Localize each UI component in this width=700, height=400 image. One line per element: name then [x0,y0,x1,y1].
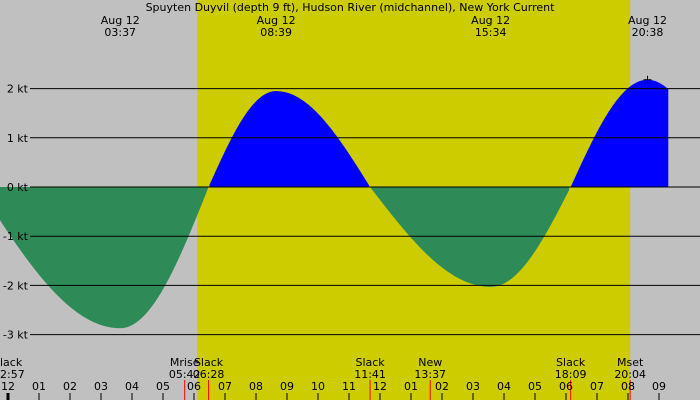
top-time-label: 03:37 [104,26,136,39]
event-name: Mrise [170,356,200,369]
x-hour-label: 10 [311,380,325,393]
y-tick-label: -3 kt [3,329,29,342]
y-tick-label: -2 kt [3,279,29,292]
x-hour-label: 08 [621,380,635,393]
x-hour-label: 03 [94,380,108,393]
x-hour-label: 11 [342,380,356,393]
event-name: Slack [355,356,385,369]
x-hour-label: 02 [435,380,449,393]
ebb-area [370,187,570,287]
event-time: 13:37 [414,368,446,381]
x-hour-label: 06 [187,380,201,393]
event-time: 05:42 [169,368,201,381]
flood-area [570,79,669,187]
top-time-label: 15:34 [475,26,507,39]
ebb-areas [0,187,570,329]
event-time: 06:28 [193,368,225,381]
x-hour-label: 09 [652,380,666,393]
x-hour-label: 03 [466,380,480,393]
event-name: Mset [617,356,644,369]
event-time: 18:09 [555,368,587,381]
x-hour-label: 05 [156,380,170,393]
ebb-area [0,187,208,329]
x-hour-label: 04 [125,380,139,393]
x-hour-label: 06 [559,380,573,393]
y-tick-label: -1 kt [3,230,29,243]
y-axis-labels: 2 kt 1 kt 0 kt -1 kt -2 kt -3 kt [3,83,29,342]
x-hour-ticks: 12 01 02 03 04 05 06 07 08 09 10 11 12 01 02 03 04 05 06 07… [1,380,666,400]
flood-area [209,91,370,187]
event-name: Slack [556,356,586,369]
top-date-label: Aug 12 [101,14,140,27]
event-name: Slack [194,356,224,369]
top-date-label: Aug 12 [471,14,510,27]
event-name: lack [0,356,23,369]
x-hour-label: 01 [404,380,418,393]
x-hour-label: 12 [1,380,15,393]
event-time: 2:57 [0,368,25,381]
event-time: 11:41 [354,368,386,381]
x-hour-label: 12 [373,380,387,393]
top-date-label: Aug 12 [257,14,296,27]
y-tick-label: 0 kt [7,181,29,194]
x-hour-label: 05 [528,380,542,393]
chart-title: Spuyten Duyvil (depth 9 ft), Hudson Rive… [146,1,556,14]
x-hour-label: 01 [32,380,46,393]
y-tick-label: 1 kt [7,132,29,145]
flood-areas [209,79,669,187]
grid-lines [30,88,700,336]
event-time: 20:04 [614,368,646,381]
top-date-label: Aug 12 [628,14,667,27]
bottom-event-labels: lack2:57Mrise05:42Slack06:28Slack11:41Ne… [0,356,646,400]
x-hour-label: 02 [63,380,77,393]
y-tick-label: 2 kt [7,83,29,96]
x-hour-label: 04 [497,380,511,393]
top-time-label: 08:39 [260,26,292,39]
top-time-label: 20:38 [632,26,664,39]
x-hour-label: 08 [249,380,263,393]
x-hour-label: 07 [590,380,604,393]
peak-markers [643,75,652,84]
x-hour-label: 07 [218,380,232,393]
x-hour-label: 09 [280,380,294,393]
event-name: New [418,356,442,369]
